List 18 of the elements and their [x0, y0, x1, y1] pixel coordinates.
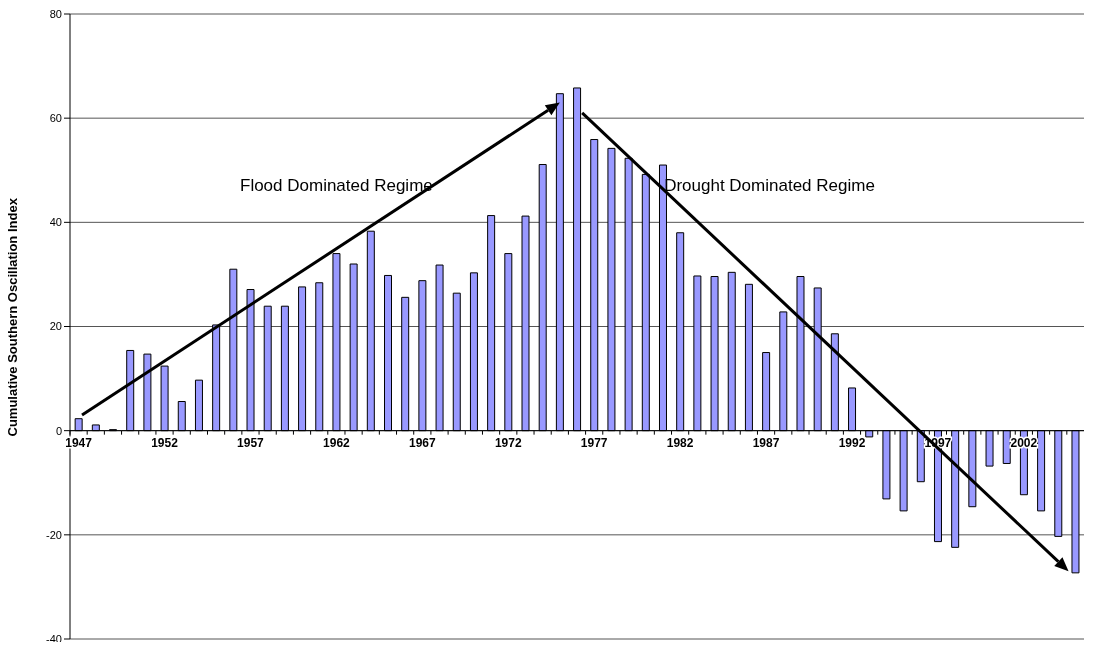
y-tick-label: -20 — [46, 528, 62, 541]
y-tick-label: 20 — [49, 320, 62, 333]
x-tick-label: 1982 — [666, 435, 694, 450]
y-tick-label: 80 — [49, 7, 62, 20]
x-tick-label: 1962 — [323, 435, 351, 450]
x-tick-label: 1987 — [752, 435, 780, 450]
x-tick-label: 1977 — [580, 435, 608, 450]
y-tick-label: 40 — [49, 216, 62, 229]
annotation: Flood Dominated Regime — [240, 176, 433, 196]
y-axis-title: Cumulative Southern Oscillation Index — [4, 197, 20, 437]
x-tick-label: 1947 — [65, 435, 93, 450]
x-tick-label: 1972 — [494, 435, 522, 450]
x-tick-label: 1952 — [151, 435, 179, 450]
y-tick-label: 60 — [49, 112, 62, 125]
x-tick-label: 1992 — [838, 435, 866, 450]
x-tick-label: 1967 — [408, 435, 436, 450]
x-tick-label: 1957 — [237, 435, 265, 450]
y-tick-label: 0 — [55, 424, 62, 437]
